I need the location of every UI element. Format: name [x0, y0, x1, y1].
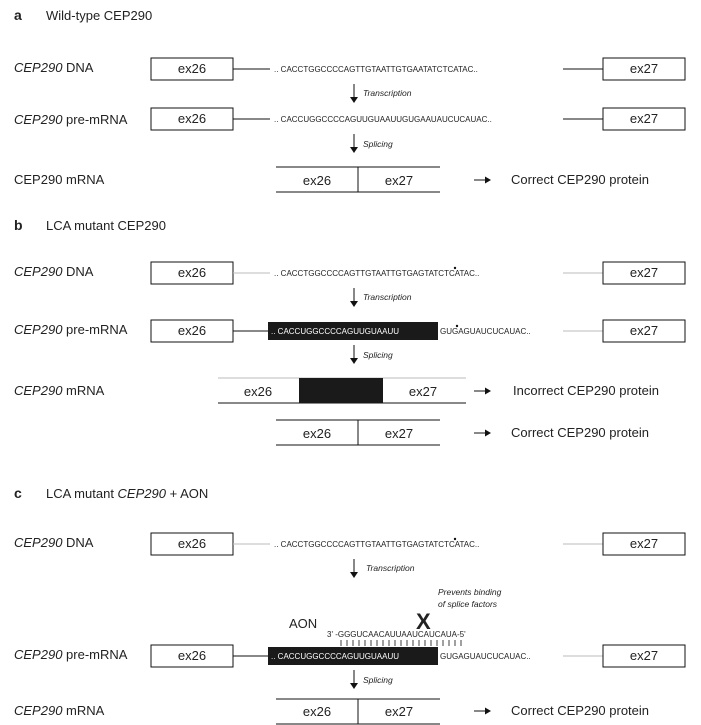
mutation-dot-icon	[453, 537, 457, 541]
exon-ex27-mrna-a: ex27	[385, 173, 413, 188]
panel-a-title: Wild-type CEP290	[46, 8, 152, 23]
exon-ex26-premrna-b-label: ex26	[178, 323, 206, 338]
blocker-text-line2: of splice factors	[438, 599, 498, 609]
exon-ex26-mrna-b: ex26	[244, 384, 272, 399]
cryptic-exon-box	[268, 647, 438, 665]
exon-ex27-dna-b-label: ex27	[630, 265, 658, 280]
exon-ex26-dna-b-label: ex26	[178, 265, 206, 280]
exon-ex27-dna-c-label: ex27	[630, 536, 658, 551]
cryptic-exon-box	[268, 322, 438, 340]
protein-correct-c: Correct CEP290 protein	[511, 703, 649, 718]
exon-ex27-dna-c	[602, 532, 686, 556]
mut-dna-sequence-c: .. CACCTGGCCCCAGTTGTAATTGTGAGTATCTCATAC.…	[274, 540, 479, 549]
wt-rna-sequence: .. CACCUGGCCCCAGUUGUAAUUGUGAAUAUCUCAUAC.…	[274, 115, 492, 124]
panel-b-letter: b	[14, 217, 23, 233]
exon-ex27-mrna-b2: ex27	[385, 426, 413, 441]
mutation-dot-icon	[453, 266, 457, 270]
label-premrna-b: CEP290 pre-mRNA	[14, 322, 128, 337]
exon-ex26-premrna-a-label: ex26	[178, 111, 206, 126]
wt-dna-sequence: .. CACCTGGCCCCAGTTGTAATTGTGAATATCTCATAC.…	[274, 65, 478, 74]
aon-sequence: 3' -GGGUCAACAUUAAUCAUCAUA-5'	[327, 630, 466, 639]
down-arrow-icon	[350, 301, 358, 307]
down-arrow-icon	[350, 683, 358, 689]
panel-c-title: LCA mutant CEP290 + AON	[46, 486, 208, 501]
aon-label: AON	[289, 616, 317, 631]
exon-ex27-dna-a-label: ex27	[630, 61, 658, 76]
label-mrna-a: CEP290 mRNA	[14, 172, 105, 187]
down-arrow-icon	[350, 97, 358, 103]
label-premrna-a: CEP290 pre-mRNA	[14, 112, 128, 127]
exon-ex27-premrna-a-label: ex27	[630, 111, 658, 126]
exon-ex27-premrna-b	[602, 319, 686, 343]
exon-ex27-premrna-c	[602, 644, 686, 668]
step-splicing-c: Splicing	[363, 675, 393, 685]
label-premrna-c: CEP290 pre-mRNA	[14, 647, 128, 662]
label-dna-c: CEP290 DNA	[14, 535, 94, 550]
panel-a-letter: a	[14, 7, 22, 23]
right-arrow-icon	[485, 707, 491, 715]
exon-ex27-dna-a	[602, 57, 686, 81]
protein-correct-b: Correct CEP290 protein	[511, 425, 649, 440]
exon-ex26-mrna-c: ex26	[303, 704, 331, 719]
down-arrow-icon	[350, 147, 358, 153]
exon-ex27-premrna-c-label: ex27	[630, 648, 658, 663]
exon-ex26-premrna-c-label: ex26	[178, 648, 206, 663]
step-splicing-a: Splicing	[363, 139, 393, 149]
exon-ex26-mrna-a: ex26	[303, 173, 331, 188]
label-mrna-b: CEP290 mRNA	[14, 383, 105, 398]
down-arrow-icon	[350, 358, 358, 364]
step-transcription-a: Transcription	[363, 88, 412, 98]
right-arrow-icon	[485, 176, 491, 184]
mut-rna-rest-sequence-c: GUGAGUAUCUCAUAC..	[440, 652, 531, 661]
exon-ex26-mrna-b2: ex26	[303, 426, 331, 441]
block-x-icon: X	[416, 609, 431, 634]
mut-dna-sequence: .. CACCTGGCCCCAGTTGTAATTGTGAGTATCTCATAC.…	[274, 269, 479, 278]
label-dna-a: CEP290 DNA	[14, 60, 94, 75]
step-transcription-b: Transcription	[363, 292, 412, 302]
mut-rna-rest-sequence: GUGAGUAUCUCAUAC..	[440, 327, 531, 336]
mut-rna-box-sequence: .. CACCUGGCCCCAGUUGUAAUU	[271, 327, 399, 336]
base-pairing-ticks	[340, 640, 462, 646]
step-transcription-c: Transcription	[366, 563, 415, 573]
exon-ex27-dna-b	[602, 261, 686, 285]
right-arrow-icon	[485, 429, 491, 437]
protein-incorrect-b: Incorrect CEP290 protein	[513, 383, 659, 398]
down-arrow-icon	[350, 572, 358, 578]
label-dna-b: CEP290 DNA	[14, 264, 94, 279]
blocker-text-line1: Prevents binding	[438, 587, 502, 597]
cryptic-exon-insert	[299, 378, 383, 403]
panel-b-title: LCA mutant CEP290	[46, 218, 166, 233]
exon-ex27-mrna-b: ex27	[409, 384, 437, 399]
step-splicing-b: Splicing	[363, 350, 393, 360]
exon-ex27-premrna-a	[602, 107, 686, 131]
mutation-dot-icon	[455, 324, 459, 328]
mut-rna-box-sequence-c: .. CACCUGGCCCCAGUUGUAAUU	[271, 652, 399, 661]
exon-ex26-dna-c-label: ex26	[178, 536, 206, 551]
panel-c-letter: c	[14, 485, 22, 501]
label-mrna-c: CEP290 mRNA	[14, 703, 105, 718]
exon-ex26-dna-a-label: ex26	[178, 61, 206, 76]
protein-correct-a: Correct CEP290 protein	[511, 172, 649, 187]
exon-ex27-premrna-b-label: ex27	[630, 323, 658, 338]
exon-ex27-mrna-c: ex27	[385, 704, 413, 719]
right-arrow-icon	[485, 387, 491, 395]
